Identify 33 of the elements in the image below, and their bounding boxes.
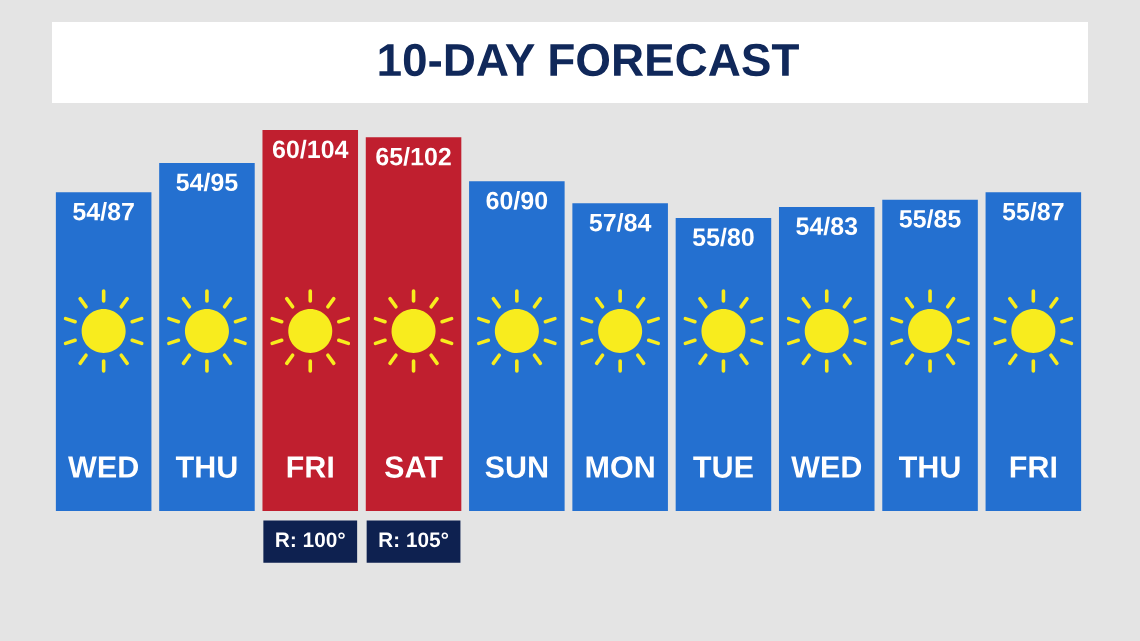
bar — [675, 217, 772, 511]
x-tick-label: THU — [175, 456, 237, 478]
x-tick-label: FRI — [1010, 456, 1056, 478]
text: R: 100° — [276, 532, 345, 548]
x-tick-label: MON — [586, 456, 654, 478]
data-label: 54/87 — [73, 202, 134, 221]
x-tick-label: THU — [899, 456, 960, 478]
data-label: 60/90 — [486, 191, 548, 210]
data-label: 55/80 — [692, 227, 754, 247]
bar — [55, 192, 152, 511]
bar — [882, 199, 978, 511]
x-tick-label: WED — [68, 456, 139, 478]
bar — [985, 192, 1082, 511]
x-tick-label: SUN — [485, 456, 548, 478]
data-label: 65/102 — [376, 147, 451, 166]
data-label: 55/87 — [1002, 202, 1064, 221]
bar — [469, 181, 565, 511]
bar — [778, 206, 875, 511]
bar — [572, 203, 668, 511]
bar — [365, 137, 462, 511]
data-label: 54/83 — [796, 216, 858, 236]
x-tick-label: TUE — [693, 456, 753, 478]
chart-title: 10-DAY FORECAST — [379, 43, 799, 77]
bar — [159, 163, 255, 511]
data-label: 60/104 — [272, 139, 349, 159]
x-tick-label: FRI — [287, 456, 333, 478]
bar — [262, 130, 359, 511]
data-label: 54/95 — [176, 172, 238, 192]
x-tick-label: WED — [791, 456, 862, 478]
text: R: 105° — [379, 532, 449, 548]
data-label: 57/84 — [589, 213, 652, 232]
x-tick-label: SAT — [385, 456, 443, 478]
data-label: 55/85 — [899, 209, 961, 228]
